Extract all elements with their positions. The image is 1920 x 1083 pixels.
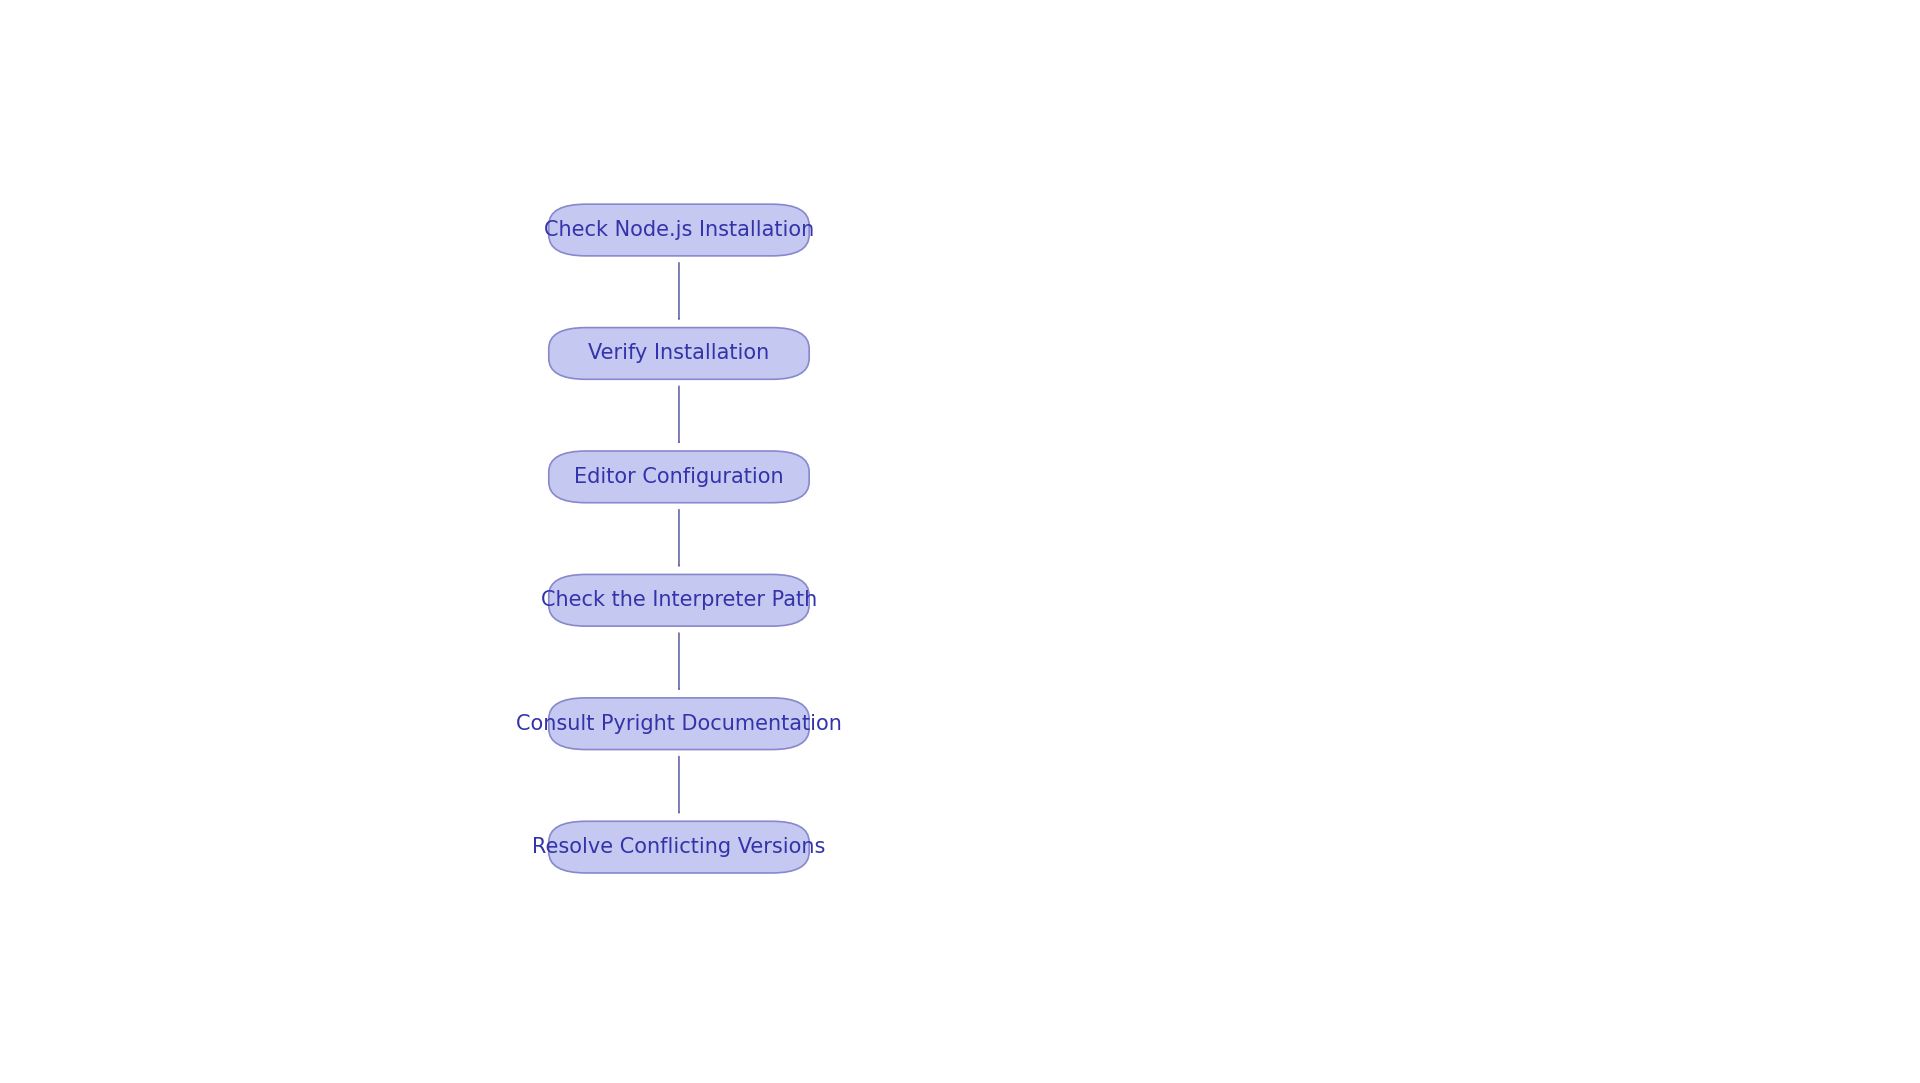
- FancyBboxPatch shape: [549, 821, 808, 873]
- Text: Check Node.js Installation: Check Node.js Installation: [543, 220, 814, 240]
- Text: Verify Installation: Verify Installation: [588, 343, 770, 364]
- Text: Check the Interpreter Path: Check the Interpreter Path: [541, 590, 818, 611]
- Text: Consult Pyright Documentation: Consult Pyright Documentation: [516, 714, 841, 733]
- Text: Editor Configuration: Editor Configuration: [574, 467, 783, 487]
- Text: Resolve Conflicting Versions: Resolve Conflicting Versions: [532, 837, 826, 857]
- FancyBboxPatch shape: [549, 574, 808, 626]
- FancyBboxPatch shape: [549, 451, 808, 503]
- FancyBboxPatch shape: [549, 697, 808, 749]
- FancyBboxPatch shape: [549, 205, 808, 256]
- FancyBboxPatch shape: [549, 327, 808, 379]
